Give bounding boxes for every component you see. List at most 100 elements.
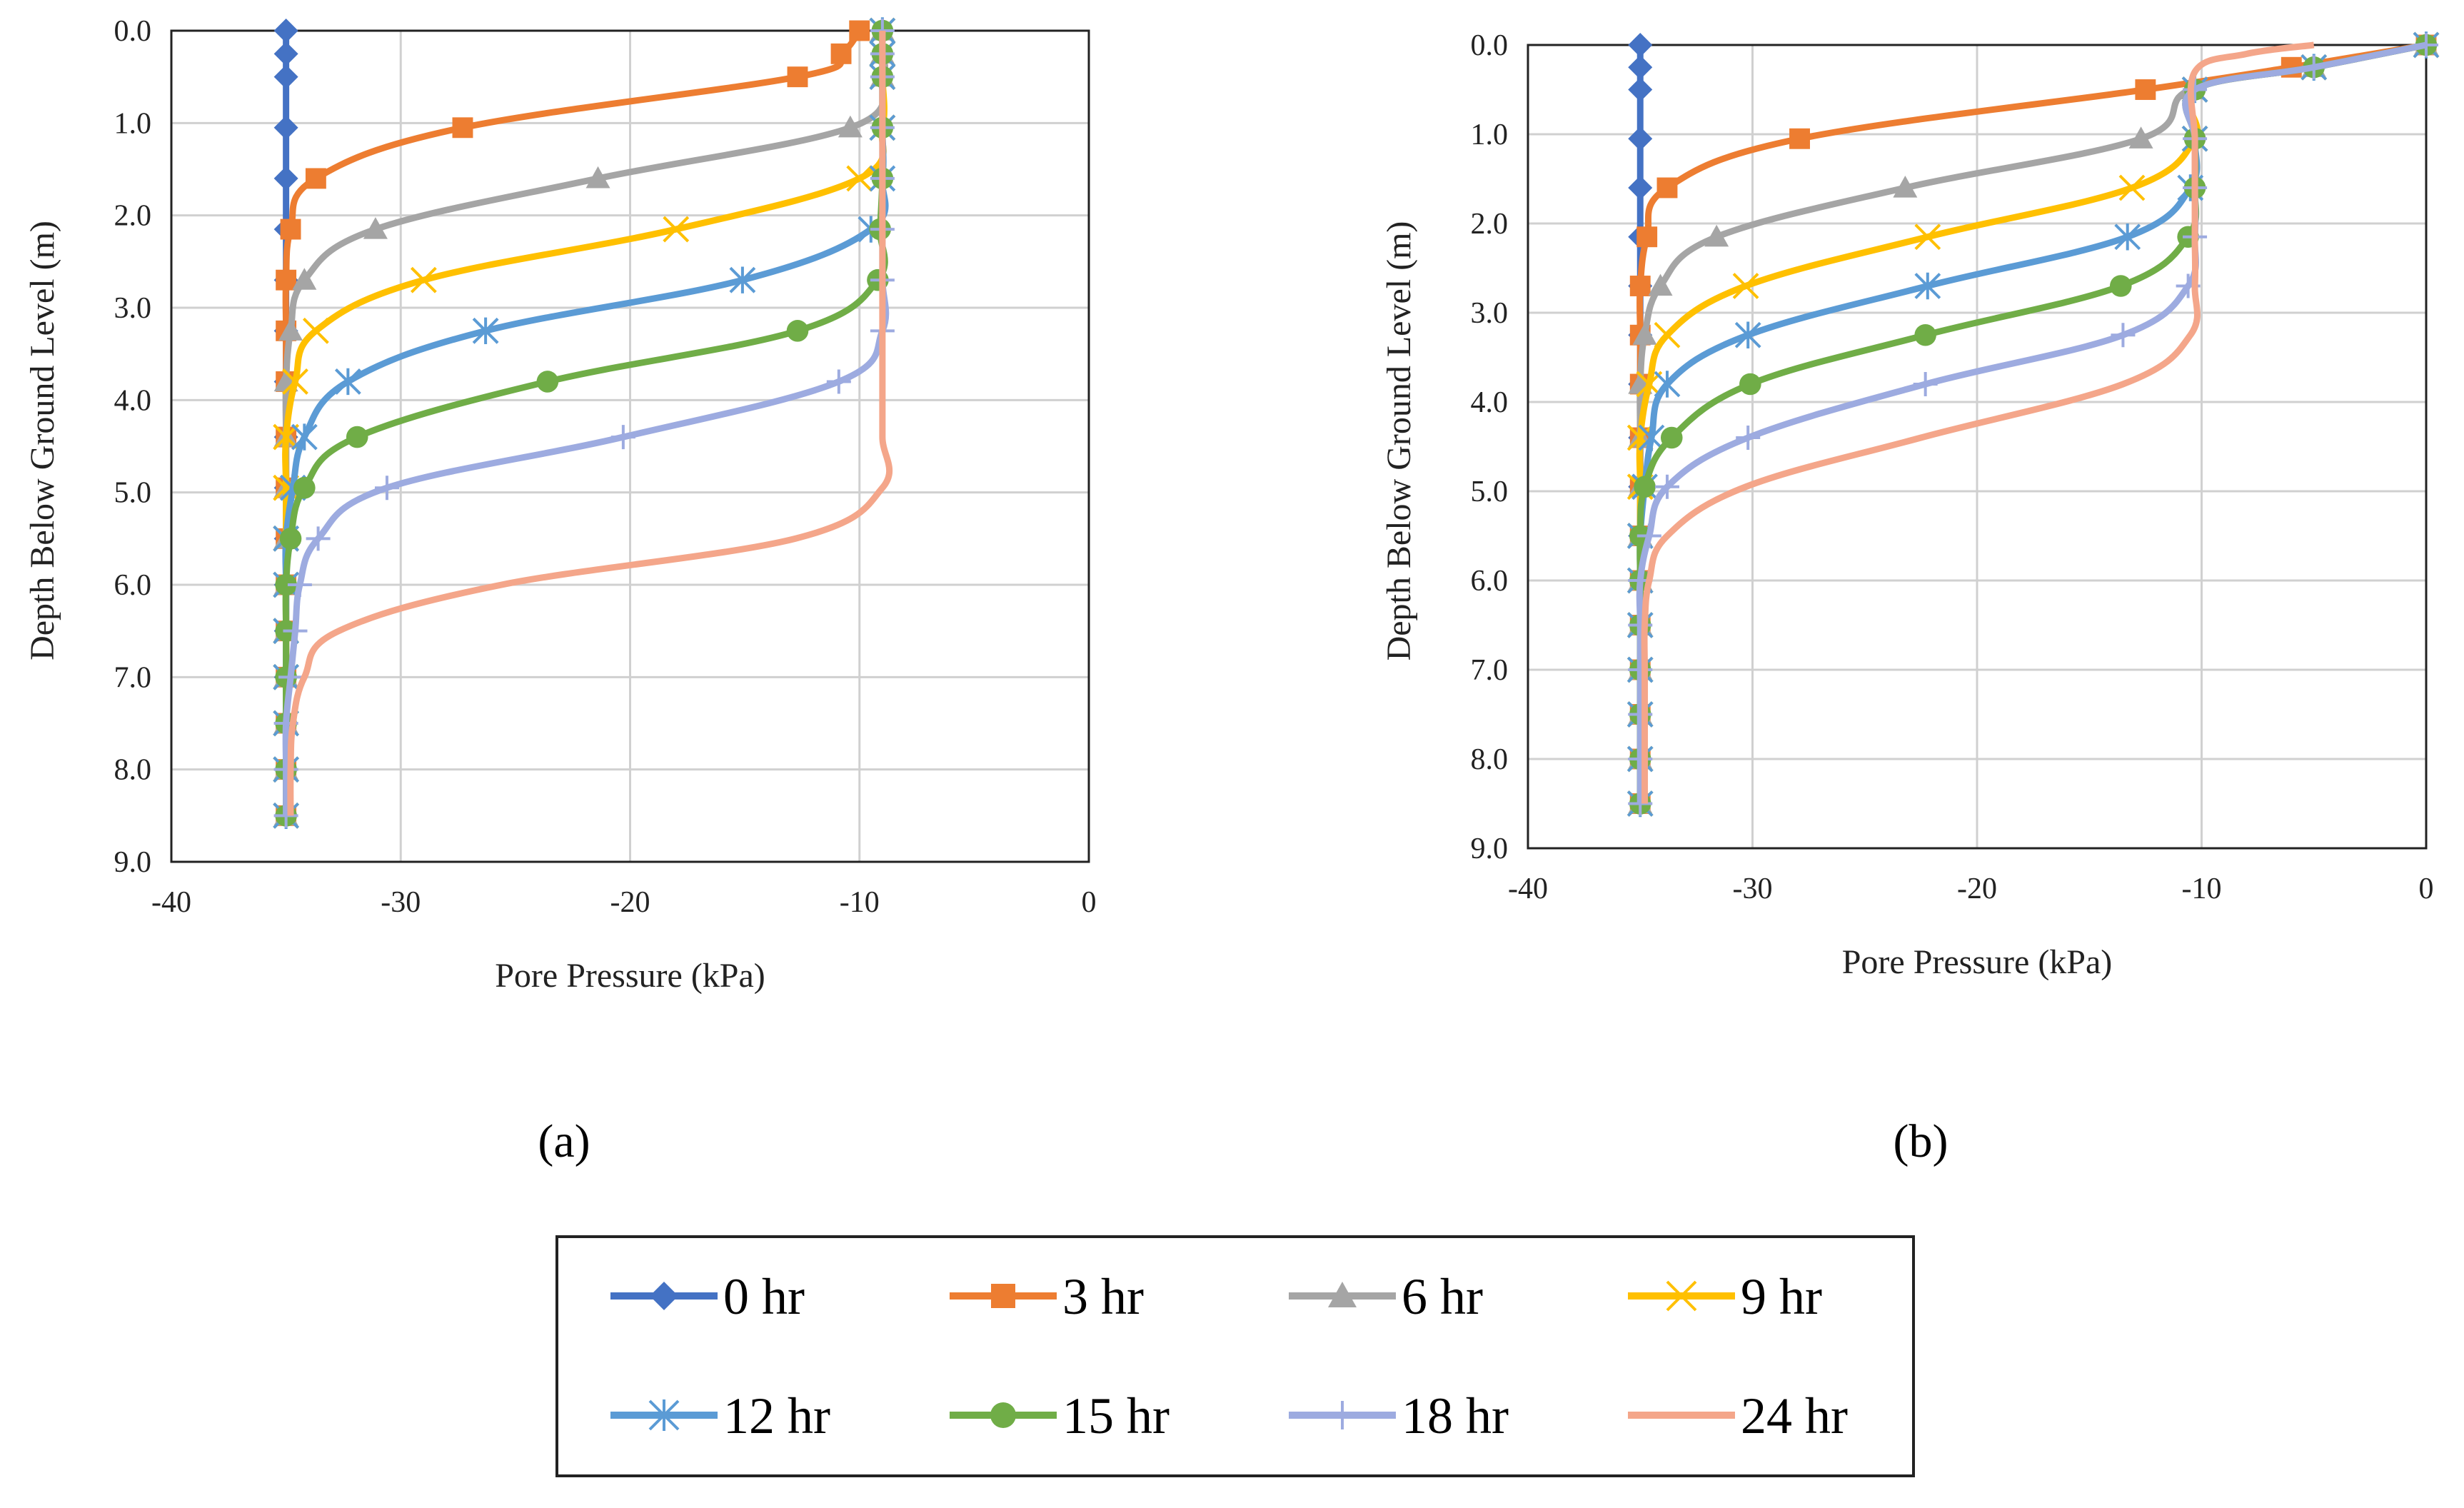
data-point (2111, 323, 2136, 348)
data-point (363, 217, 388, 239)
legend-marker (648, 1399, 680, 1431)
y-tick-label: 9.0 (114, 846, 152, 879)
data-point (826, 369, 851, 394)
data-point (273, 115, 298, 140)
legend-marker (1328, 1282, 1357, 1307)
data-point (346, 426, 368, 448)
data-point (1732, 273, 1759, 299)
data-point (275, 573, 297, 596)
data-point (2114, 223, 2141, 251)
y-tick-label: 7.0 (1471, 654, 1509, 687)
y-axis-label: Depth Below Ground Level (m) (24, 221, 61, 660)
y-tick-label: 0.0 (1471, 29, 1509, 62)
series-24-hr (1641, 41, 2315, 804)
data-point (273, 41, 298, 66)
legend-marker (650, 1282, 678, 1310)
y-tick-label: 2.0 (1471, 208, 1509, 241)
x-tick-label: -20 (1957, 873, 1997, 905)
data-point (1914, 323, 1936, 346)
data-point (536, 371, 559, 393)
data-point (1648, 273, 1673, 296)
x-tick-label: -40 (151, 886, 191, 919)
data-point (1632, 323, 1657, 345)
data-point (1656, 177, 1678, 198)
data-point (278, 665, 303, 690)
data-point (287, 573, 312, 597)
legend-marker (1666, 1280, 1697, 1312)
data-point (1704, 224, 1729, 247)
series-3-hr (1629, 34, 2437, 814)
data-point (610, 425, 635, 450)
data-point (846, 165, 873, 192)
data-point (663, 216, 690, 243)
data-point (1634, 476, 1656, 498)
data-point (1628, 33, 1653, 57)
series-6-hr (273, 19, 895, 825)
data-point (849, 20, 870, 41)
series-line (1636, 41, 2427, 804)
y-tick-label: 9.0 (1471, 833, 1509, 865)
data-point (2109, 275, 2132, 297)
data-point (1739, 373, 1761, 396)
legend-item: 6 hr (1289, 1268, 1483, 1325)
data-point (278, 318, 303, 341)
legend-label: 18 hr (1402, 1387, 1509, 1444)
x-tick-label: -10 (840, 886, 880, 919)
data-point (1636, 226, 1658, 248)
plot-frame (170, 29, 1090, 863)
data-point (283, 618, 308, 643)
y-tick-label: 7.0 (114, 661, 152, 694)
data-point (273, 803, 298, 828)
data-point (1628, 791, 1653, 816)
x-tick-label: -30 (1733, 873, 1773, 905)
legend-item: 9 hr (1628, 1268, 1822, 1325)
chart-a: -40 -30 -20 -10 0 0.0 1.0 2.0 3.0 4.0 5.0 6.0 7.0 8.0… (24, 15, 1097, 995)
x-tick-label: -10 (2182, 873, 2222, 905)
legend-label: 15 hr (1062, 1387, 1170, 1444)
data-point (1628, 613, 1653, 638)
chart-b: -40 -30 -20 -10 0 0.0 1.0 2.0 3.0 4.0 5.0 6.0 7.0 8.0… (1380, 29, 2440, 981)
data-point (374, 476, 399, 501)
series-line (1636, 41, 2427, 804)
x-axis-label: Pore Pressure (kPa) (495, 957, 765, 995)
data-point (273, 64, 298, 89)
data-point (2135, 79, 2156, 100)
data-point (787, 66, 808, 88)
data-point (1893, 176, 1918, 198)
y-tick-label: 4.0 (1471, 386, 1509, 419)
y-tick-label: 6.0 (114, 569, 152, 602)
data-point (1914, 223, 1941, 251)
data-point (2183, 77, 2208, 102)
y-tick-label: 1.0 (114, 107, 152, 140)
data-point (276, 269, 297, 291)
legend-label: 24 hr (1741, 1387, 1848, 1444)
data-point (305, 168, 326, 189)
legend-label: 0 hr (723, 1268, 805, 1325)
data-point (279, 528, 302, 550)
data-point (410, 266, 437, 293)
data-point (1636, 523, 1661, 548)
legend-label: 9 hr (1741, 1268, 1822, 1325)
series-line (1636, 41, 2427, 804)
data-point (293, 476, 316, 499)
data-point (302, 317, 329, 344)
data-point (1913, 372, 1938, 396)
y-tick-label: 3.0 (1471, 297, 1509, 330)
data-point (1628, 702, 1653, 727)
data-point (1654, 371, 1681, 398)
legend-item: 15 hr (950, 1387, 1170, 1444)
data-point (585, 166, 610, 188)
y-tick-label: 1.0 (1471, 119, 1509, 151)
data-point (273, 166, 298, 191)
y-tick-label: 4.0 (114, 384, 152, 417)
y-tick-label: 3.0 (114, 292, 152, 325)
y-tick-label: 5.0 (114, 477, 152, 510)
data-point (1628, 747, 1653, 771)
data-point (830, 43, 852, 64)
legend-item: 12 hr (610, 1387, 830, 1444)
series-24-hr (287, 31, 893, 816)
data-point (1628, 176, 1653, 200)
data-point (291, 423, 318, 451)
data-point (2118, 174, 2146, 201)
